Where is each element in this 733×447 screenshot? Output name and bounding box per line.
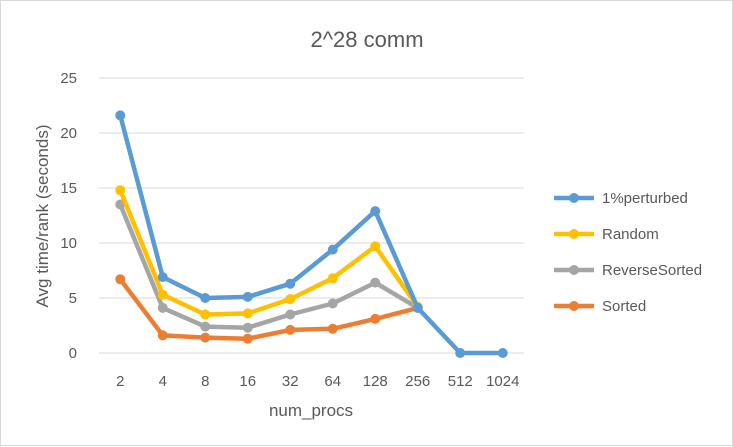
y-tick-label: 25 xyxy=(60,70,77,87)
data-point xyxy=(242,322,253,333)
legend-swatch-marker xyxy=(569,193,579,203)
series-line xyxy=(118,277,420,341)
y-tick-label: 5 xyxy=(69,290,77,307)
data-point xyxy=(157,289,168,300)
legend-swatch-marker xyxy=(569,265,579,275)
y-axis-ticks: 0 5 10 15 20 25 xyxy=(60,70,77,362)
legend-label: Sorted xyxy=(602,298,646,315)
data-point xyxy=(327,244,338,255)
data-point xyxy=(327,273,338,284)
x-tick-label: 1024 xyxy=(486,373,519,390)
data-point xyxy=(285,294,296,305)
x-axis-ticks: 2 4 8 16 32 64 128 256 512 1024 xyxy=(116,373,519,390)
data-point xyxy=(285,309,296,320)
data-point xyxy=(242,308,253,319)
data-point xyxy=(157,272,168,283)
x-tick-label: 128 xyxy=(363,373,388,390)
legend-swatch-marker xyxy=(569,301,579,311)
series-sorted xyxy=(115,274,423,344)
series-line xyxy=(118,187,420,317)
x-tick-label: 256 xyxy=(405,373,430,390)
data-point xyxy=(200,309,211,320)
y-axis-title: Avg time/rank (seconds) xyxy=(33,125,52,308)
data-point xyxy=(157,330,168,341)
legend-label: Random xyxy=(602,226,659,243)
series-line xyxy=(118,113,505,356)
data-point xyxy=(412,302,423,313)
series-line xyxy=(118,202,420,330)
data-point xyxy=(115,274,126,285)
legend-item: Random xyxy=(554,226,659,243)
legend-swatch-marker xyxy=(569,229,579,239)
series-random xyxy=(115,185,423,320)
y-tick-label: 0 xyxy=(69,345,77,362)
data-point xyxy=(370,241,381,252)
data-point xyxy=(242,291,253,302)
legend-item: ReverseSorted xyxy=(554,262,702,279)
data-point xyxy=(370,277,381,288)
series-reversesorted xyxy=(115,199,423,333)
data-point xyxy=(497,348,508,358)
y-tick-label: 20 xyxy=(60,125,77,142)
x-tick-label: 8 xyxy=(201,373,209,390)
y-tick-label: 15 xyxy=(60,180,77,197)
x-tick-label: 16 xyxy=(239,373,256,390)
data-point xyxy=(200,332,211,343)
data-point xyxy=(157,302,168,313)
legend-item: 1%perturbed xyxy=(554,190,688,207)
series-1-perturbed xyxy=(115,110,508,358)
data-point xyxy=(285,278,296,289)
data-point xyxy=(200,293,211,303)
legend-item: Sorted xyxy=(554,298,646,315)
y-tick-label: 10 xyxy=(60,235,77,252)
data-point xyxy=(455,348,466,358)
x-tick-label: 32 xyxy=(282,373,299,390)
x-axis-title: num_procs xyxy=(269,401,353,420)
data-point xyxy=(370,313,381,324)
data-point xyxy=(115,185,126,196)
data-point xyxy=(370,206,381,217)
data-point xyxy=(327,323,338,334)
data-point xyxy=(327,298,338,309)
legend-label: 1%perturbed xyxy=(602,190,688,207)
x-tick-label: 2 xyxy=(116,373,124,390)
data-point xyxy=(115,110,126,121)
chart-title: 2^28 comm xyxy=(310,27,423,52)
x-tick-label: 512 xyxy=(448,373,473,390)
legend-label: ReverseSorted xyxy=(602,262,702,279)
x-tick-label: 64 xyxy=(324,373,341,390)
data-point xyxy=(285,324,296,335)
data-point xyxy=(200,321,211,332)
data-point xyxy=(242,333,253,344)
x-tick-label: 4 xyxy=(159,373,167,390)
legend: 1%perturbed Random ReverseSorted Sorted xyxy=(554,190,702,315)
series-lines xyxy=(115,110,508,358)
